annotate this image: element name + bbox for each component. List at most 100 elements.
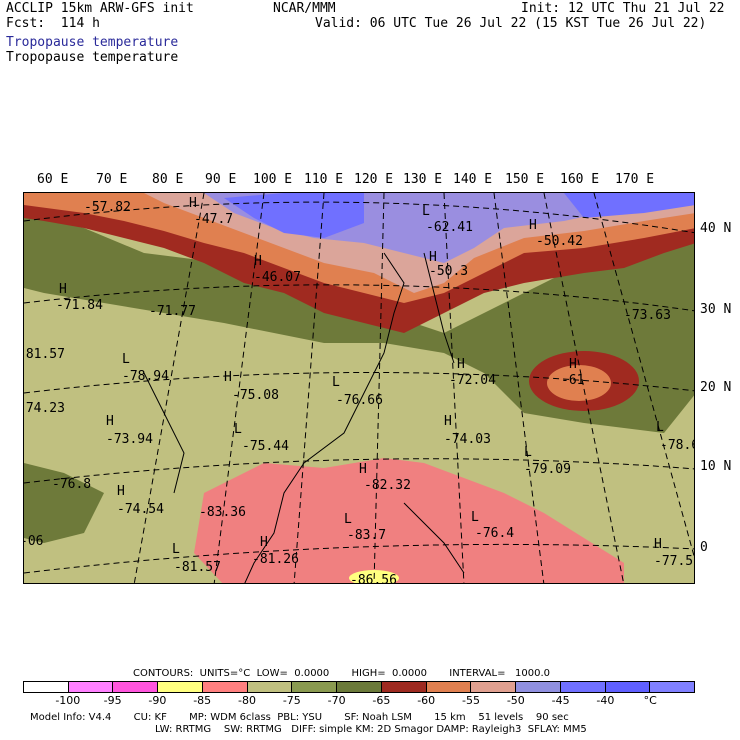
extremum-marker: H	[529, 218, 537, 233]
extremum-label: -74.03	[444, 432, 491, 447]
extremum-label: -57.82	[84, 200, 131, 215]
extremum-marker: L	[422, 204, 430, 219]
extremum-marker: H	[654, 537, 662, 552]
lat-label: 20 N	[700, 380, 732, 395]
color-bar-tick-label: -45	[551, 694, 570, 707]
extremum-marker: L	[471, 510, 479, 525]
lat-label: 30 N	[700, 302, 732, 317]
map-canvas	[24, 193, 694, 583]
field-title-shaded: Tropopause temperature	[6, 35, 179, 50]
color-bar-swatch	[113, 682, 159, 692]
extremum-label: -82.32	[364, 478, 411, 493]
color-bar-tick-label: -70	[327, 694, 346, 707]
lon-label: 70 E	[96, 172, 128, 187]
shading-cold-pink	[194, 458, 624, 583]
color-bar	[23, 681, 695, 693]
extremum-label: -83.36	[199, 505, 246, 520]
color-bar-tick-label: -90	[148, 694, 167, 707]
color-bar-swatch	[337, 682, 382, 692]
extremum-label: -83.7	[347, 528, 387, 543]
extremum-label: -61	[561, 373, 585, 388]
lon-label: 60 E	[37, 172, 69, 187]
color-bar-swatch	[202, 682, 248, 692]
shading-blue-west	[224, 193, 364, 238]
extremum-label: -86.56	[350, 573, 397, 584]
extremum-marker: H	[224, 370, 232, 385]
color-bar-swatch	[68, 682, 114, 692]
color-bar-swatch	[292, 682, 338, 692]
contours-info: CONTOURS: UNITS=°C LOW= 0.0000 HIGH= 0.0…	[133, 668, 551, 679]
extremum-marker: H	[359, 462, 367, 477]
lon-label: 170 E	[615, 172, 655, 187]
extremum-label: -73.63	[624, 308, 671, 323]
extremum-label: -74.23	[24, 401, 65, 416]
graticule	[24, 193, 694, 583]
lon-label: 80 E	[152, 172, 184, 187]
color-bar-tick-label: -65	[372, 694, 391, 707]
init-time: Init: 12 UTC Thu 21 Jul 22	[521, 1, 725, 16]
coastlines	[143, 252, 465, 583]
color-bar-tick-label: -55	[462, 694, 480, 707]
color-bar-swatch	[381, 682, 427, 692]
lon-label: 100 E	[253, 172, 293, 187]
extremum-label: -50.42	[536, 234, 583, 249]
extremum-label: -71.77	[149, 304, 196, 319]
lon-label: 110 E	[304, 172, 344, 187]
extremum-label: -06	[24, 534, 44, 549]
model-info-line2: LW: RRTMG SW: RRTMG DIFF: simple KM: 2D …	[155, 724, 587, 735]
extremum-label: -78.6	[660, 438, 694, 453]
extremum-marker: H	[117, 484, 125, 499]
color-bar-swatch	[247, 682, 293, 692]
extremum-marker: H	[444, 414, 452, 429]
shading-dark-olive	[24, 213, 694, 433]
shading-orange-east	[547, 365, 611, 401]
color-bar-swatch	[426, 682, 472, 692]
extremum-marker: L	[172, 542, 180, 557]
lon-label: 160 E	[560, 172, 600, 187]
lon-label: 130 E	[403, 172, 443, 187]
extremum-marker: L	[234, 422, 242, 437]
color-bar-tick-label: -95	[103, 694, 122, 707]
shading-dark-olive-sw	[24, 463, 104, 543]
extremum-label: -71.84	[56, 298, 103, 313]
forecast-hour: Fcst: 114 h	[6, 16, 100, 31]
lat-label: 0	[700, 540, 708, 555]
extremum-label: -78.94	[122, 369, 169, 384]
extremum-label: -73.94	[106, 432, 153, 447]
lon-label: 90 E	[205, 172, 237, 187]
color-bar-tick-label: -40	[596, 694, 615, 707]
lon-label: 150 E	[505, 172, 545, 187]
extremum-marker: H	[457, 357, 465, 372]
extremum-label: -74.54	[117, 502, 164, 517]
extremum-marker: H	[260, 535, 268, 550]
extremum-label: -46.07	[254, 270, 301, 285]
extremum-label: -75.08	[232, 388, 279, 403]
lon-label: 140 E	[453, 172, 493, 187]
institution-label: NCAR/MMM	[273, 1, 336, 16]
model-info-line1: Model Info: V4.4 CU: KF MP: WDM 6class P…	[30, 712, 569, 723]
color-bar-swatch	[560, 682, 606, 692]
color-bar-tick-label: -100	[55, 694, 81, 707]
extremum-marker: H	[189, 196, 197, 211]
extremum-label: -76.8	[52, 477, 92, 492]
color-bar-tick-label: -75	[282, 694, 301, 707]
extremum-label: -76.4	[475, 526, 515, 541]
color-bar-tick-label: -60	[417, 694, 436, 707]
extremum-marker: H	[254, 254, 262, 269]
extremum-label: -81.26	[252, 552, 299, 567]
lat-label: 10 N	[700, 459, 732, 474]
color-bar-swatch	[605, 682, 651, 692]
field-title-contour: Tropopause temperature	[6, 50, 179, 65]
extremum-label: -81.57	[174, 560, 221, 575]
extremum-marker: H	[106, 414, 114, 429]
extremum-marker: L	[122, 352, 130, 367]
color-bar-swatch	[471, 682, 517, 692]
color-bar-swatch	[650, 682, 695, 692]
extremum-marker: L	[656, 420, 664, 435]
extremum-marker: L	[524, 445, 532, 460]
shading-blue-east	[564, 193, 694, 218]
color-bar-tick-label: -50	[506, 694, 525, 707]
tropopause-temperature-map: -57.82 H -47.7 L -62.41 H -50.42 H -46.0…	[23, 192, 695, 584]
extremum-marker: H	[569, 357, 577, 372]
color-bar-tick-label: -80	[238, 694, 256, 707]
